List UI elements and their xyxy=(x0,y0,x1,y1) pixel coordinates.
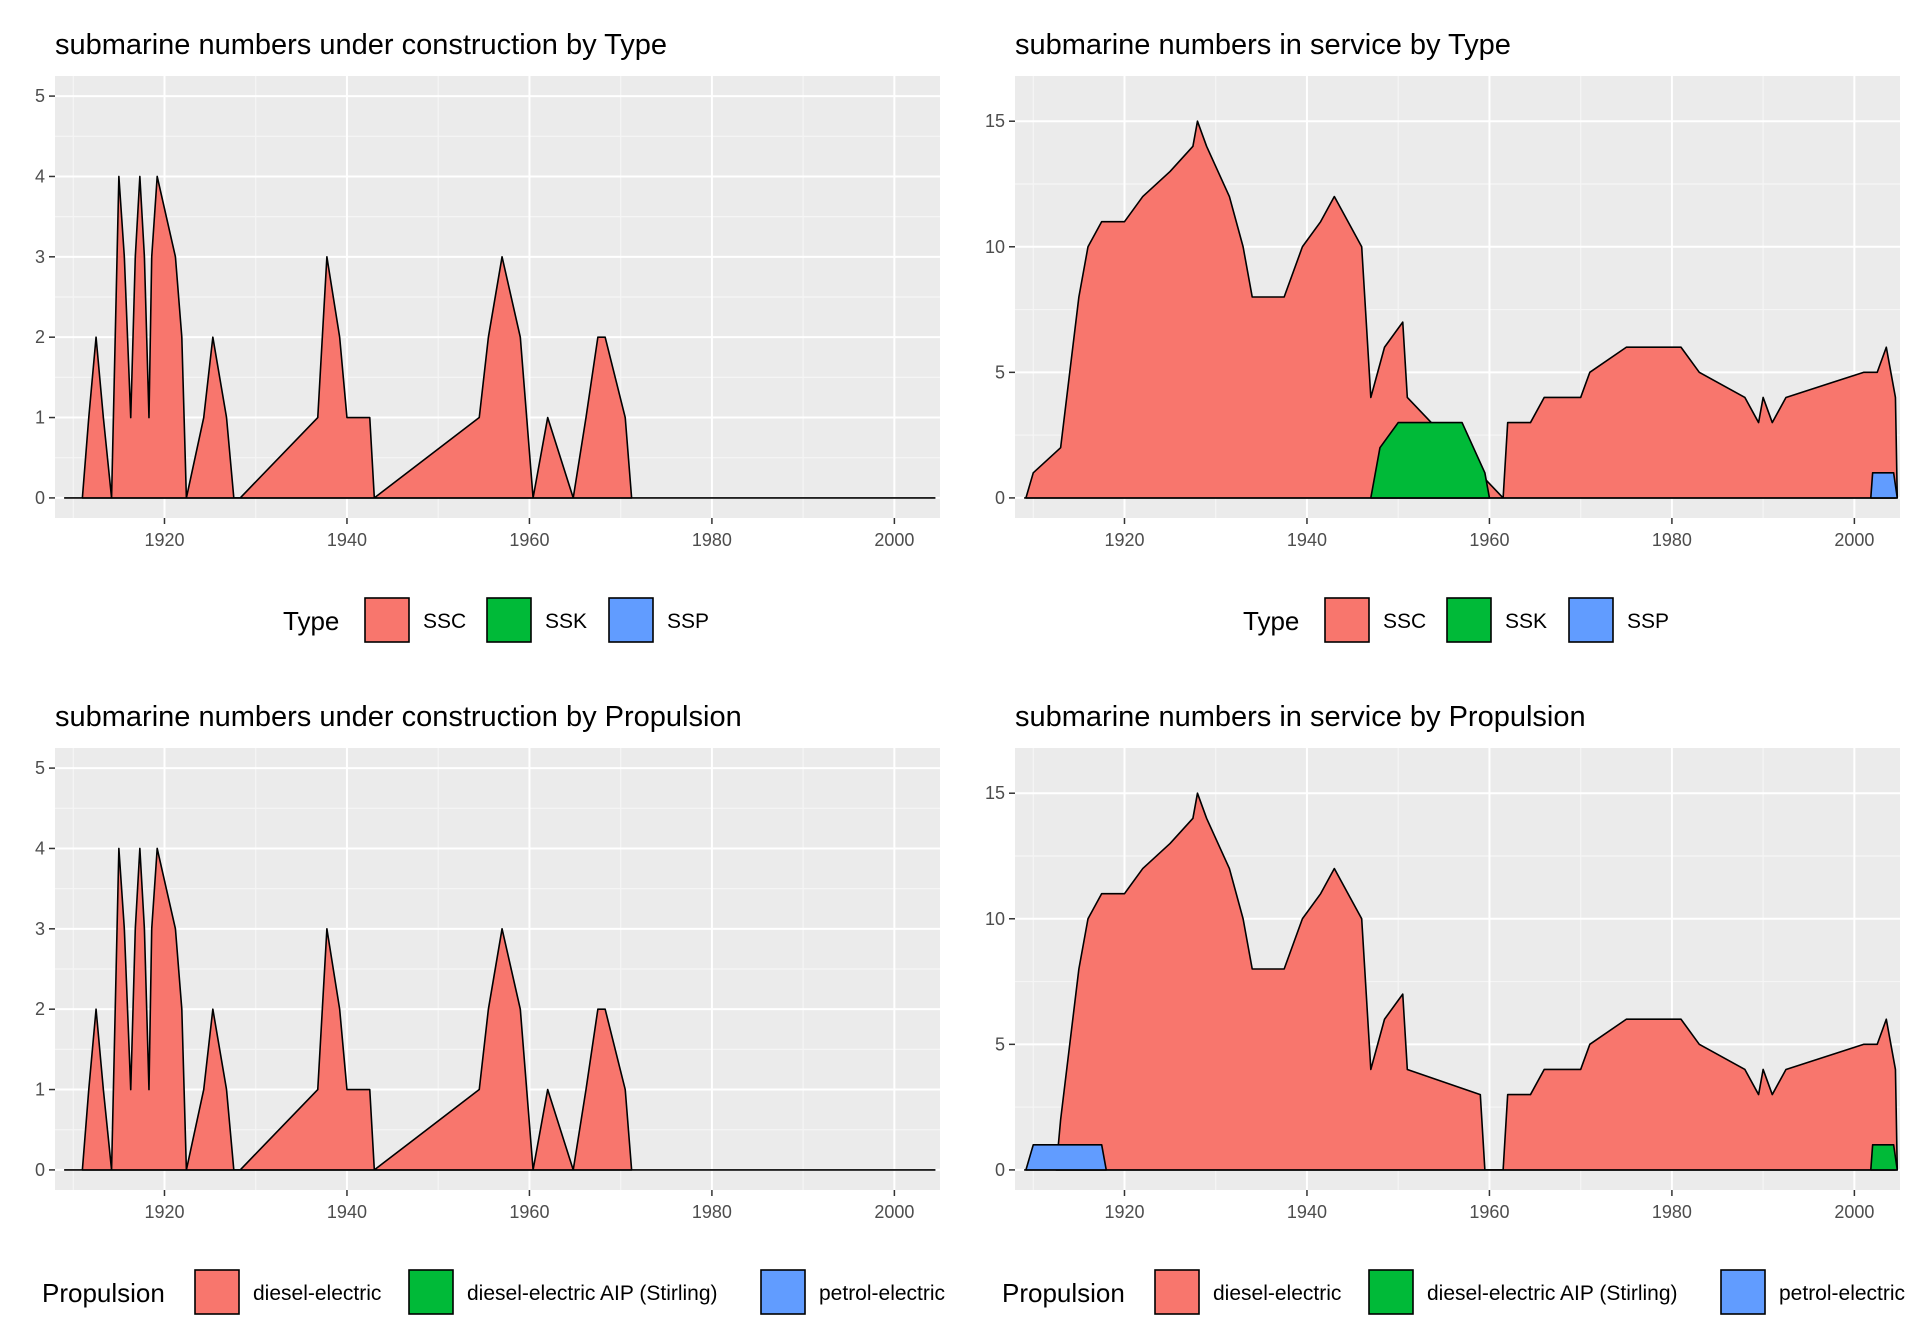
y-tick-label: 0 xyxy=(995,1160,1005,1180)
x-tick-label: 1940 xyxy=(1287,1202,1327,1222)
x-tick-label: 1920 xyxy=(1104,530,1144,550)
chart-title: submarine numbers under construction by … xyxy=(55,29,667,61)
legend-key-diesel-electric-aip-stirling xyxy=(408,1269,454,1315)
x-tick-label: 1920 xyxy=(144,530,184,550)
legend-key-petrol-electric xyxy=(760,1269,806,1315)
legend-key-ssc xyxy=(1324,597,1370,643)
x-tick-label: 2000 xyxy=(1834,530,1874,550)
y-tick-label: 15 xyxy=(985,783,1005,803)
x-tick-label: 1980 xyxy=(692,530,732,550)
legend-key-ssc xyxy=(364,597,410,643)
y-tick-label: 4 xyxy=(35,166,45,186)
x-tick-label: 1980 xyxy=(1652,1202,1692,1222)
y-tick-label: 5 xyxy=(995,1034,1005,1054)
legend-label: petrol-electric xyxy=(819,1282,945,1305)
area-series-ssc xyxy=(81,175,633,499)
chart-svg: submarine numbers in service by Propulsi… xyxy=(985,701,1905,1315)
y-tick-label: 15 xyxy=(985,111,1005,131)
y-tick-label: 5 xyxy=(35,86,45,106)
x-tick-label: 2000 xyxy=(874,530,914,550)
chart-panel-construction-by-type: submarine numbers under construction by … xyxy=(0,0,960,672)
legend-key-ssp xyxy=(608,597,654,643)
legend-label: SSK xyxy=(1505,610,1547,633)
y-tick-label: 3 xyxy=(35,919,45,939)
y-tick-label: 5 xyxy=(35,758,45,778)
legend-key-ssk xyxy=(486,597,532,643)
chart-title: submarine numbers in service by Type xyxy=(1015,29,1511,61)
legend-label: SSC xyxy=(1383,610,1426,633)
area-series-diesel-electric-aip-stirling xyxy=(1870,1144,1899,1171)
x-tick-label: 1960 xyxy=(1469,1202,1509,1222)
y-tick-label: 3 xyxy=(35,247,45,267)
area-series-ssp xyxy=(1870,472,1899,499)
legend-key-diesel-electric xyxy=(194,1269,240,1315)
legend-title: Propulsion xyxy=(42,1278,165,1308)
legend-key-diesel-electric xyxy=(1154,1269,1200,1315)
legend-key-ssp xyxy=(1568,597,1614,643)
legend-title: Type xyxy=(1243,606,1299,636)
area-series-ssc xyxy=(1025,120,1899,499)
y-tick-label: 10 xyxy=(985,237,1005,257)
x-tick-label: 1940 xyxy=(327,1202,367,1222)
y-tick-label: 1 xyxy=(35,1080,45,1100)
x-tick-label: 1960 xyxy=(509,1202,549,1222)
x-tick-label: 1940 xyxy=(327,530,367,550)
legend-label: SSC xyxy=(423,610,466,633)
legend-label: diesel-electric AIP (Stirling) xyxy=(1427,1282,1678,1305)
legend-label: diesel-electric xyxy=(253,1282,381,1305)
legend-label: SSP xyxy=(1627,610,1669,633)
area-series-ssk xyxy=(1370,421,1491,499)
x-tick-label: 1980 xyxy=(692,1202,732,1222)
y-tick-label: 1 xyxy=(35,408,45,428)
legend-label: SSP xyxy=(667,610,709,633)
x-tick-label: 1960 xyxy=(509,530,549,550)
chart-svg: submarine numbers under construction by … xyxy=(35,701,945,1315)
y-tick-label: 4 xyxy=(35,838,45,858)
chart-svg: submarine numbers under construction by … xyxy=(35,29,940,643)
legend-label: petrol-electric xyxy=(1779,1282,1905,1305)
area-series-diesel-electric xyxy=(1055,792,1899,1171)
area-series-diesel-electric xyxy=(81,847,633,1171)
chart-panel-construction-by-propulsion: submarine numbers under construction by … xyxy=(0,672,960,1344)
y-tick-label: 0 xyxy=(35,1160,45,1180)
y-tick-label: 2 xyxy=(35,327,45,347)
x-tick-label: 1980 xyxy=(1652,530,1692,550)
x-tick-label: 1920 xyxy=(1104,1202,1144,1222)
chart-title: submarine numbers in service by Propulsi… xyxy=(1015,701,1586,733)
x-tick-label: 2000 xyxy=(874,1202,914,1222)
x-tick-label: 1920 xyxy=(144,1202,184,1222)
chart-title: submarine numbers under construction by … xyxy=(55,701,742,733)
legend-key-diesel-electric-aip-stirling xyxy=(1368,1269,1414,1315)
x-tick-label: 1960 xyxy=(1469,530,1509,550)
chart-panel-service-by-propulsion: submarine numbers in service by Propulsi… xyxy=(960,672,1920,1344)
legend-label: diesel-electric AIP (Stirling) xyxy=(467,1282,718,1305)
y-tick-label: 0 xyxy=(995,488,1005,508)
legend-title: Propulsion xyxy=(1002,1278,1125,1308)
x-tick-label: 2000 xyxy=(1834,1202,1874,1222)
area-series-petrol-electric xyxy=(1025,1144,1108,1171)
legend-label: SSK xyxy=(545,610,587,633)
legend-title: Type xyxy=(283,606,339,636)
y-tick-label: 10 xyxy=(985,909,1005,929)
legend-label: diesel-electric xyxy=(1213,1282,1341,1305)
y-tick-label: 5 xyxy=(995,362,1005,382)
y-tick-label: 0 xyxy=(35,488,45,508)
x-tick-label: 1940 xyxy=(1287,530,1327,550)
y-tick-label: 2 xyxy=(35,999,45,1019)
chart-svg: submarine numbers in service by Type 1920… xyxy=(985,29,1900,643)
legend-key-ssk xyxy=(1446,597,1492,643)
chart-panel-service-by-type: submarine numbers in service by Type 1920… xyxy=(960,0,1920,672)
legend-key-petrol-electric xyxy=(1720,1269,1766,1315)
